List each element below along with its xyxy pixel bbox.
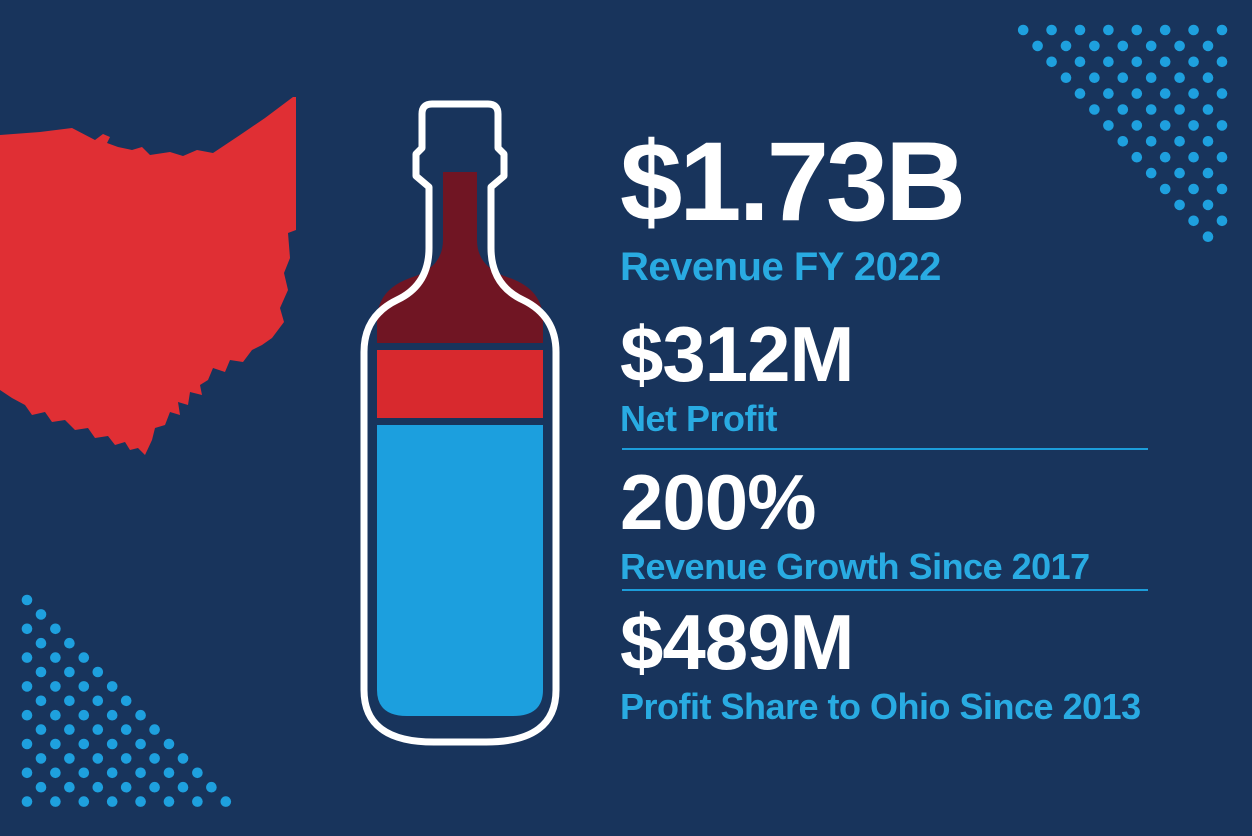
ohio-state-silhouette [0, 97, 296, 455]
ohio-shape [0, 97, 296, 455]
stat-label: Net Profit [620, 398, 777, 439]
stat-value: $1.73B [620, 119, 966, 244]
stat-label: Profit Share to Ohio Since 2013 [620, 686, 1141, 727]
stat-label: Revenue Growth Since 2017 [620, 546, 1090, 587]
divider [622, 589, 1148, 591]
stat-revenue-growth: 200% Revenue Growth Since 2017 [620, 463, 1090, 587]
bottle-fill-red-band [377, 350, 543, 418]
divider [622, 448, 1148, 450]
stat-value: $312M [620, 310, 854, 398]
stat-label: Revenue FY 2022 [620, 245, 941, 289]
bottle-outline [360, 100, 560, 746]
bottle-illustration [360, 100, 560, 746]
stat-value: 200% [620, 458, 816, 546]
stat-profit-share: $489M Profit Share to Ohio Since 2013 [620, 603, 1141, 727]
stat-revenue-fy2022: $1.73B Revenue FY 2022 [620, 119, 966, 290]
stat-value: $489M [620, 598, 854, 686]
bottle-fill-light-blue [377, 425, 543, 716]
stat-net-profit: $312M Net Profit [620, 315, 854, 439]
bottle-fill-dark-wine [377, 172, 543, 343]
